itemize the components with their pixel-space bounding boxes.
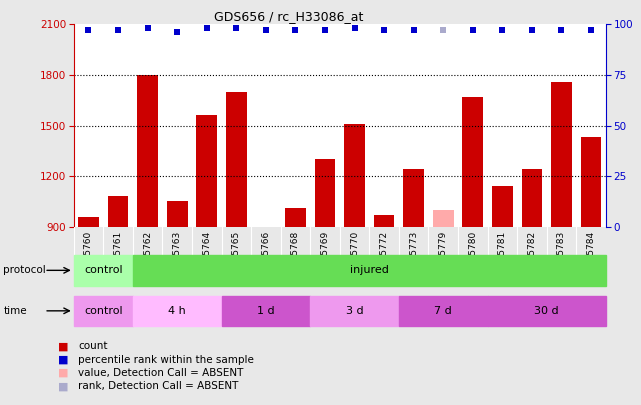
Bar [222, 296, 310, 326]
Text: time: time [3, 306, 27, 316]
Text: 4 h: 4 h [169, 306, 186, 316]
Bar [226, 92, 247, 227]
Text: ■: ■ [58, 355, 68, 364]
Bar [462, 97, 483, 227]
Text: GSM15781: GSM15781 [498, 231, 507, 280]
Text: GSM15760: GSM15760 [84, 231, 93, 280]
Bar [551, 82, 572, 227]
Text: GSM15772: GSM15772 [379, 231, 388, 280]
Text: protocol: protocol [3, 265, 46, 275]
Bar [488, 296, 606, 326]
Bar [78, 217, 99, 227]
Text: GSM15779: GSM15779 [438, 231, 447, 280]
Text: GSM15784: GSM15784 [587, 231, 595, 280]
Text: GSM15769: GSM15769 [320, 231, 329, 280]
Text: 1 d: 1 d [257, 306, 274, 316]
Bar [285, 208, 306, 227]
Bar [108, 196, 128, 227]
Bar [74, 255, 133, 286]
Bar [167, 202, 188, 227]
Text: GSM15763: GSM15763 [172, 231, 181, 280]
Bar [433, 210, 454, 227]
Bar [74, 296, 133, 326]
Text: percentile rank within the sample: percentile rank within the sample [78, 355, 254, 364]
Text: ■: ■ [58, 341, 68, 351]
Bar [344, 124, 365, 227]
Bar [374, 215, 394, 227]
Text: GSM15764: GSM15764 [202, 231, 212, 280]
Bar [315, 159, 335, 227]
Text: GSM15768: GSM15768 [291, 231, 300, 280]
Text: GSM15782: GSM15782 [528, 231, 537, 280]
Text: GSM15766: GSM15766 [262, 231, 271, 280]
Text: GSM15765: GSM15765 [232, 231, 241, 280]
Text: GDS656 / rc_H33086_at: GDS656 / rc_H33086_at [213, 10, 363, 23]
Text: GSM15770: GSM15770 [350, 231, 359, 280]
Text: GSM15783: GSM15783 [557, 231, 566, 280]
Text: control: control [84, 265, 122, 275]
Bar [133, 296, 222, 326]
Text: ■: ■ [58, 382, 68, 391]
Text: GSM15773: GSM15773 [409, 231, 418, 280]
Bar [133, 255, 606, 286]
Bar [522, 169, 542, 227]
Bar [581, 137, 601, 227]
Text: control: control [84, 306, 122, 316]
Text: 30 d: 30 d [535, 306, 559, 316]
Bar [137, 75, 158, 227]
Bar [256, 227, 276, 240]
Text: rank, Detection Call = ABSENT: rank, Detection Call = ABSENT [78, 382, 238, 391]
Text: value, Detection Call = ABSENT: value, Detection Call = ABSENT [78, 368, 244, 378]
Text: 7 d: 7 d [435, 306, 452, 316]
Text: count: count [78, 341, 108, 351]
Text: 3 d: 3 d [345, 306, 363, 316]
Bar [403, 169, 424, 227]
Bar [196, 115, 217, 227]
Text: GSM15761: GSM15761 [113, 231, 122, 280]
Bar [399, 296, 488, 326]
Text: ■: ■ [58, 368, 68, 378]
Text: injured: injured [350, 265, 388, 275]
Text: GSM15762: GSM15762 [143, 231, 152, 280]
Bar [492, 186, 513, 227]
Bar [310, 296, 399, 326]
Text: GSM15780: GSM15780 [468, 231, 478, 280]
